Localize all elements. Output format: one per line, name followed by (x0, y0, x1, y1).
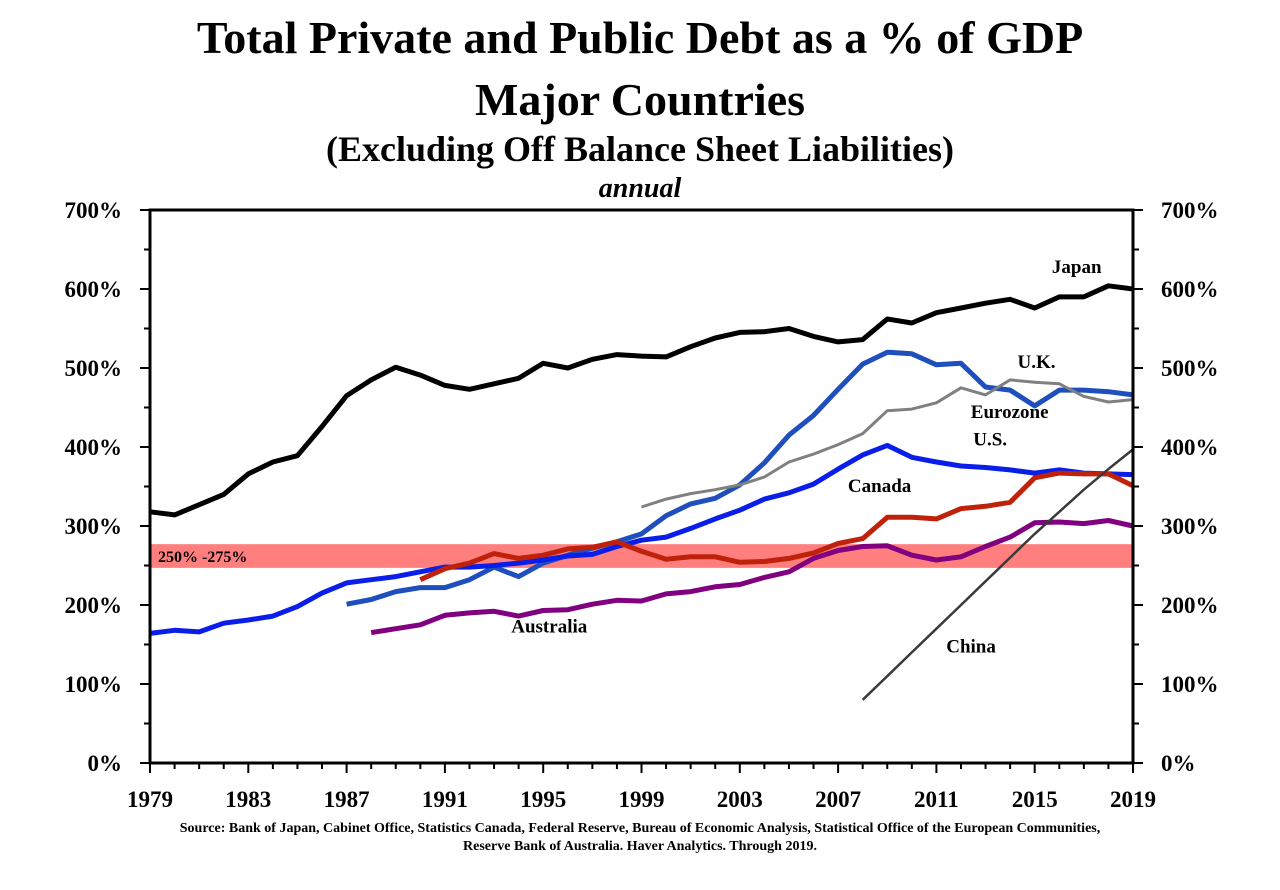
series-label-eurozone: Eurozone (971, 402, 1049, 423)
y-tick-label-right: 0% (1161, 751, 1196, 776)
band-250-275 (150, 544, 1133, 568)
x-tick-label: 2011 (914, 787, 959, 812)
series-line-china (861, 448, 1134, 701)
y-tick-label-right: 300% (1161, 514, 1219, 539)
x-tick-label: 2003 (717, 787, 763, 812)
y-tick-label-left: 500% (65, 356, 123, 381)
source-line-1: Source: Bank of Japan, Cabinet Office, S… (179, 821, 1101, 836)
chart-note: (Excluding Off Balance Sheet Liabilities… (325, 129, 954, 169)
y-tick-label-left: 0% (88, 751, 123, 776)
x-tick-label: 1995 (520, 787, 566, 812)
series-line-us (149, 442, 1134, 636)
y-tick-label-right: 500% (1161, 356, 1219, 381)
series-label-uk: U.K. (1017, 352, 1055, 373)
series-line-japan (149, 283, 1134, 518)
series-label-australia: Australia (511, 617, 588, 638)
y-tick-label-right: 100% (1161, 672, 1219, 697)
series-label-canada: Canada (848, 476, 912, 497)
y-tick-label-right: 200% (1161, 593, 1219, 618)
chart-title: Total Private and Public Debt as a % of … (196, 12, 1084, 63)
y-tick-label-right: 700% (1161, 198, 1219, 223)
series-line-australia (370, 518, 1134, 636)
y-tick-label-left: 100% (65, 672, 123, 697)
x-tick-label: 1999 (619, 787, 665, 812)
series-label-japan: Japan (1052, 257, 1102, 278)
y-tick-label-right: 400% (1161, 435, 1219, 460)
band-label: 250% -275% (158, 549, 247, 566)
y-tick-label-left: 200% (65, 593, 123, 618)
y-tick-label-left: 300% (65, 514, 123, 539)
series-label-china: China (946, 636, 996, 657)
chart-subtitle: Major Countries (474, 74, 806, 125)
y-tick-label-right: 600% (1161, 277, 1219, 302)
chart-frequency: annual (598, 173, 682, 204)
x-tick-label: 1979 (127, 787, 173, 812)
series-label-us: U.S. (973, 429, 1007, 450)
x-tick-label: 2007 (815, 787, 861, 812)
series-line-eurozone (641, 378, 1134, 509)
x-tick-label: 1987 (324, 787, 370, 812)
y-tick-label-left: 400% (65, 435, 123, 460)
series-line-canada (419, 470, 1135, 582)
source-line-2: Reserve Bank of Australia. Haver Analyti… (463, 839, 817, 854)
x-tick-label: 2019 (1110, 787, 1156, 812)
x-tick-label: 1991 (422, 787, 468, 812)
y-tick-label-left: 700% (65, 198, 123, 223)
x-tick-label: 1983 (225, 787, 271, 812)
y-tick-label-left: 600% (65, 277, 123, 302)
x-tick-label: 2015 (1012, 787, 1058, 812)
